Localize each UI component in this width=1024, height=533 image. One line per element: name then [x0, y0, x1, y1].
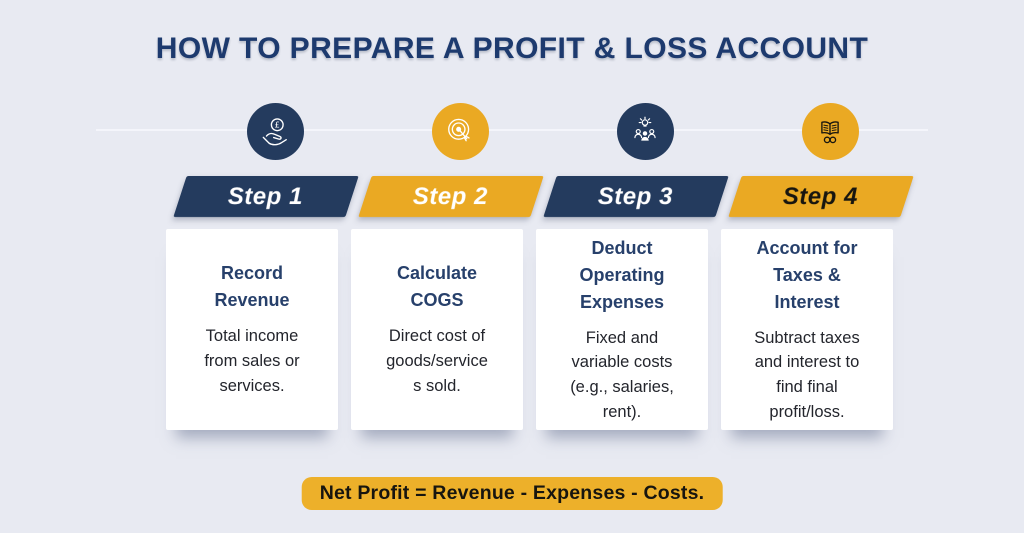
- step-cards-row: Record Revenue Total income from sales o…: [166, 229, 893, 430]
- step-icons-row: £: [166, 103, 893, 160]
- step-4-card-title: Account for Taxes & Interest: [756, 237, 858, 312]
- step-3-card-description: Fixed and variable costs (e.g., salaries…: [570, 328, 674, 421]
- step-4-banner: Step 4: [728, 176, 914, 217]
- step-4-card: Account for Taxes & Interest Subtract ta…: [721, 229, 893, 430]
- step-4-label: Step 4: [783, 182, 859, 210]
- team-idea-icon: [616, 103, 674, 160]
- step-1-icon-cell: £: [166, 103, 338, 160]
- step-3-label: Step 3: [598, 182, 674, 210]
- step-3-card: Deduct Operating Expenses Fixed and vari…: [536, 229, 708, 430]
- page-title: HOW TO PREPARE A PROFIT & LOSS ACCOUNT: [155, 32, 869, 65]
- step-banners-row: Step 1 Step 2 Step 3 Step 4: [173, 176, 914, 217]
- step-3-icon-cell: [536, 103, 708, 160]
- net-profit-formula-pill: Net Profit = Revenue - Expenses - Costs.: [301, 477, 723, 510]
- book-infinity-icon: [801, 103, 859, 160]
- step-4-icon-cell: [721, 103, 893, 160]
- svg-text:£: £: [275, 119, 280, 129]
- step-1-card-description: Total income from sales or services.: [204, 327, 300, 395]
- step-2-label: Step 2: [413, 182, 489, 210]
- step-1-card-title: Record Revenue: [214, 263, 290, 311]
- step-2-card-description: Direct cost of goods/service s sold.: [386, 327, 488, 395]
- net-profit-formula-text: Net Profit = Revenue - Expenses - Costs.: [319, 482, 705, 504]
- step-2-card: Calculate COGS Direct cost of goods/serv…: [351, 229, 523, 430]
- hand-coin-icon: £: [246, 103, 304, 160]
- target-dart-icon: [431, 103, 489, 160]
- step-1-label: Step 1: [228, 182, 304, 210]
- step-2-banner: Step 2: [358, 176, 544, 217]
- step-2-icon-cell: [351, 103, 523, 160]
- step-3-card-title: Deduct Operating Expenses: [579, 237, 665, 312]
- step-3-banner: Step 3: [543, 176, 729, 217]
- step-1-card: Record Revenue Total income from sales o…: [166, 229, 338, 430]
- step-4-card-description: Subtract taxes and interest to find fina…: [754, 328, 860, 421]
- step-1-banner: Step 1: [173, 176, 359, 217]
- step-2-card-title: Calculate COGS: [396, 263, 478, 311]
- timeline-connector-line: [96, 129, 928, 131]
